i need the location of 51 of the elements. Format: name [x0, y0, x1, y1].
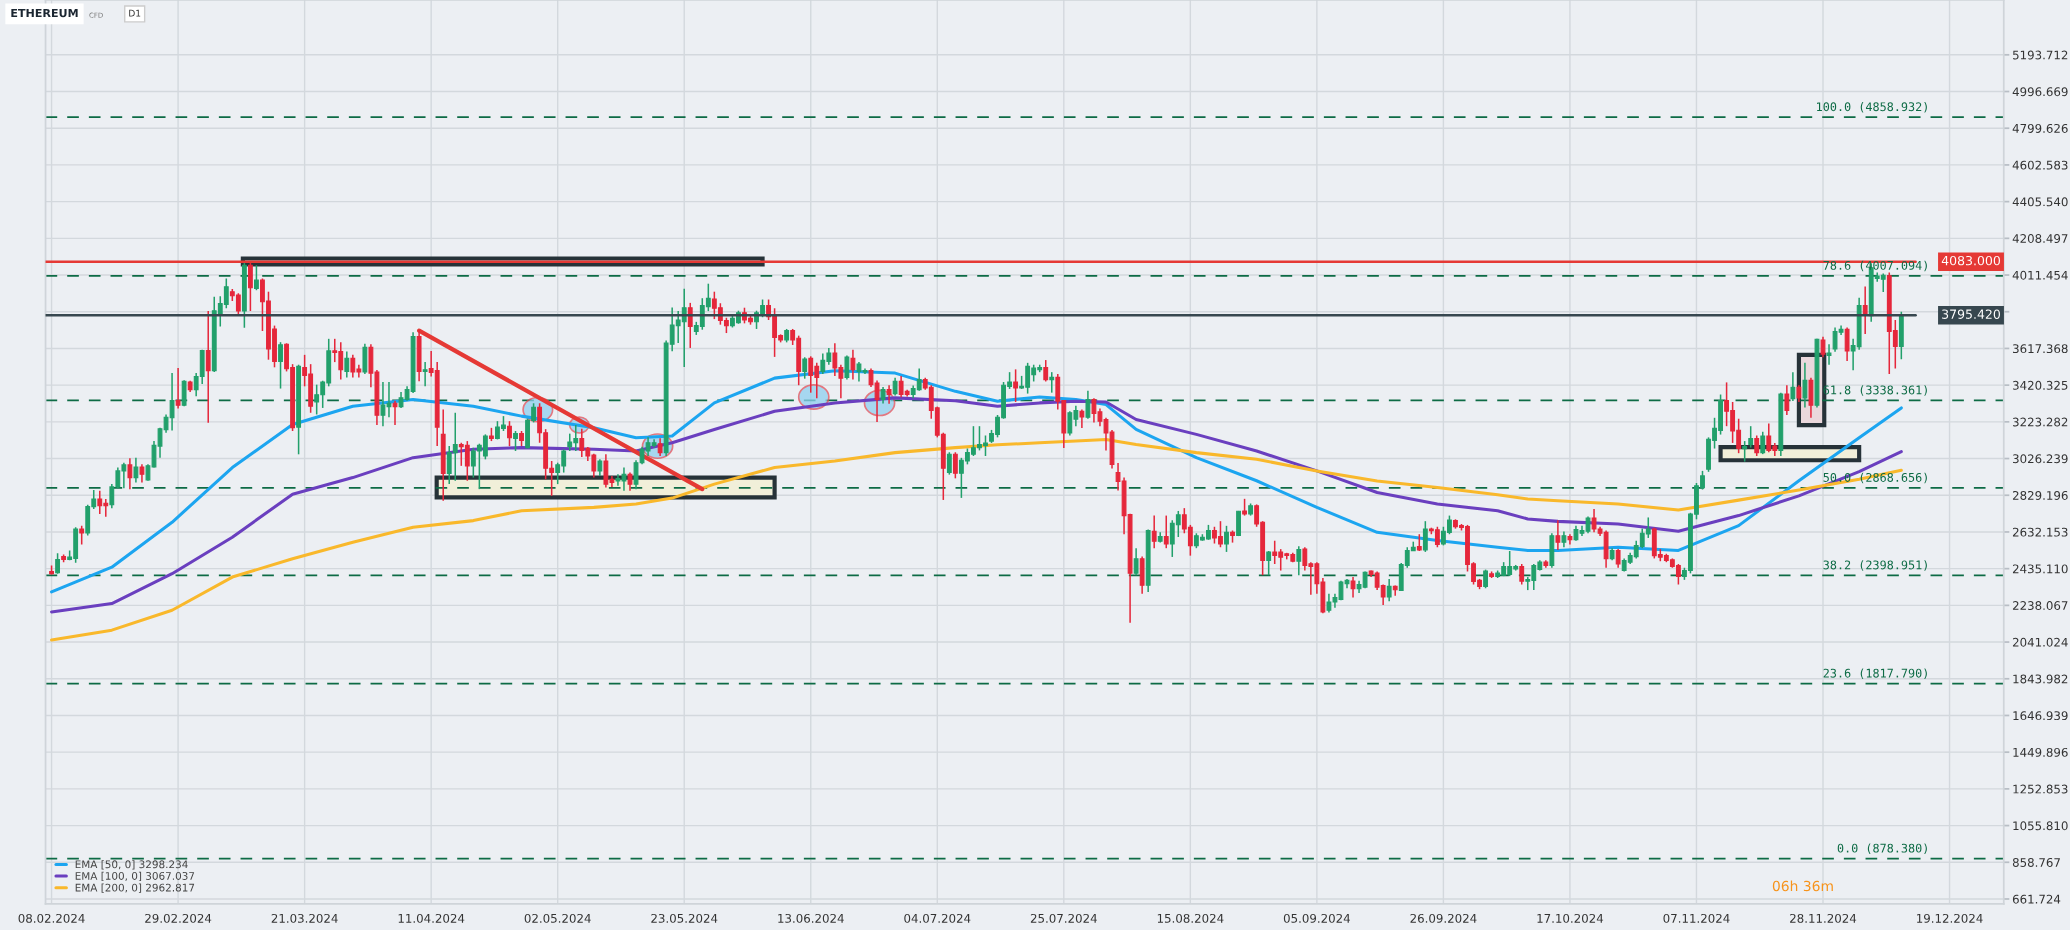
x-tick-label: 13.06.2024 [778, 913, 844, 923]
y-tick-label: 3223.282 [2012, 417, 2068, 427]
x-tick-label: 25.07.2024 [1030, 913, 1097, 923]
x-tick-label: 07.11.2024 [1663, 913, 1730, 923]
x-tick-label: 29.02.2024 [145, 913, 212, 923]
x-tick-label: 08.02.2024 [18, 913, 85, 923]
y-tick-label: 2829.196 [2012, 490, 2068, 500]
legend-label: EMA [200, 0] 2962.817 [75, 883, 195, 893]
x-tick-label: 28.11.2024 [1790, 913, 1857, 923]
ref-line-label: 0.0 (878.380) [1837, 843, 1927, 854]
y-tick-label: 4799.626 [2012, 123, 2068, 133]
x-tick-label: 05.09.2024 [1283, 913, 1351, 923]
y-tick-label: 2041.024 [2012, 637, 2068, 647]
y-tick-label: 858.767 [2012, 858, 2060, 867]
ref-line-label: 38.2 (2398.951) [1823, 560, 1927, 571]
y-tick-label: 2238.067 [2012, 601, 2068, 611]
y-tick-label: 1646.939 [2013, 711, 2068, 721]
y-tick-label: 3617.368 [2012, 344, 2068, 354]
ref-line-label: 100.0 (4858.932) [1817, 102, 1927, 113]
y-tick-label: 4011.454 [2012, 270, 2068, 280]
ref-line-label: 4083.000 [1941, 255, 2000, 266]
y-tick-label: 3026.239 [2012, 454, 2068, 464]
x-tick-label: 17.10.2024 [1537, 913, 1604, 923]
x-tick-label: 15.08.2024 [1157, 913, 1224, 923]
y-tick-label: 4602.583 [2012, 160, 2068, 170]
x-tick-label: 19.12.2024 [1917, 913, 1983, 923]
x-tick-label: 11.04.2024 [398, 913, 465, 923]
y-tick-label: 661.724 [2012, 894, 2061, 904]
y-tick-label: 1252.853 [2013, 784, 2068, 794]
x-tick-label: 04.07.2024 [904, 913, 971, 923]
y-tick-label: 2435.110 [2012, 564, 2068, 574]
y-tick-label: 2632.153 [2012, 527, 2068, 537]
ref-line-label: 23.6 (1817.790) [1823, 668, 1927, 680]
x-tick-label: 23.05.2024 [651, 913, 718, 923]
y-tick-label: 1449.896 [2013, 747, 2068, 757]
x-tick-label: 02.05.2024 [524, 913, 591, 923]
y-tick-label: 3420.325 [2012, 380, 2068, 390]
ref-line-label: 3795.420 [1942, 309, 2000, 319]
y-tick-label: 5193.712 [2013, 50, 2068, 60]
text: ETHEREUM [11, 8, 78, 18]
y-tick-label: 4208.497 [2012, 234, 2068, 243]
annotation: 06h 36m [1772, 880, 1833, 892]
y-tick-label: 1843.982 [2013, 674, 2068, 684]
y-tick-label: 4405.540 [2012, 197, 2068, 207]
x-tick-label: 21.03.2024 [271, 913, 338, 923]
legend-label: EMA [100, 0] 3067.037 [75, 871, 195, 882]
y-tick-label: 1055.810 [2013, 821, 2068, 831]
x-tick-label: 26.09.2024 [1410, 913, 1477, 923]
legend-label: EMA [50, 0] 3298.234 [75, 860, 188, 870]
y-tick-label: 4996.669 [2012, 87, 2068, 97]
annotation: D1 [129, 9, 141, 17]
